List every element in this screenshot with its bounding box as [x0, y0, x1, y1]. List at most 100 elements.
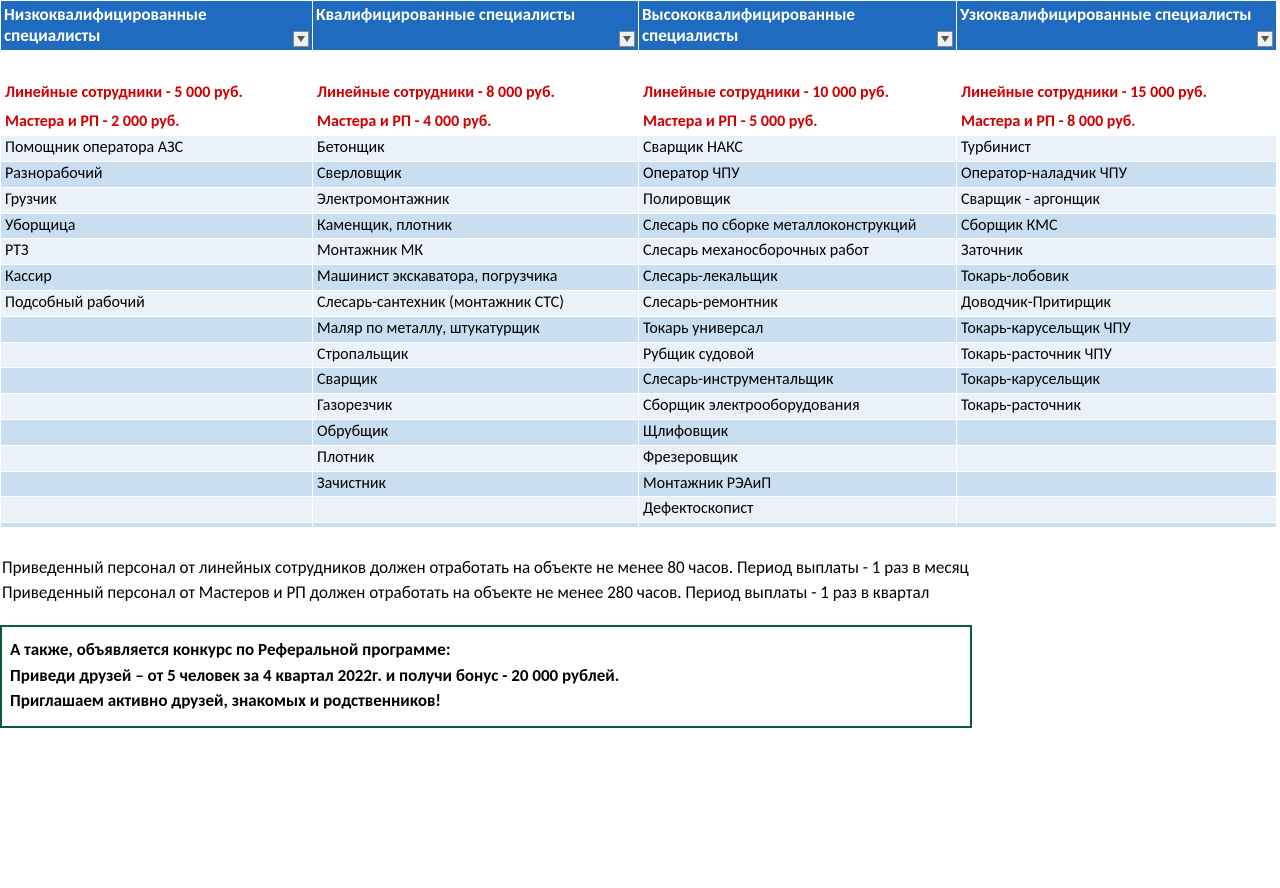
table-cell: Токарь-карусельщик [957, 368, 1277, 394]
note-line-1: Приведенный персонал от линейных сотрудн… [2, 556, 1280, 581]
contest-box: А также, объявляется конкурс по Рефераль… [0, 625, 972, 728]
table-row: СварщикСлесарь-инструментальщикТокарь-ка… [1, 368, 1277, 394]
subheader-cell: Линейные сотрудники - 15 000 руб. [957, 79, 1277, 108]
col-header-3: Узкоквалифицированные специалисты [957, 1, 1277, 51]
table-cell: Плотник [313, 445, 639, 471]
table-spacer-row [1, 51, 1277, 79]
table-cell [313, 497, 639, 523]
table-row [1, 523, 1277, 528]
table-row: Маляр по металлу, штукатурщикТокарь унив… [1, 316, 1277, 342]
table-row: ОбрубщикЩлифовщик [1, 419, 1277, 445]
table-cell: Зачистник [313, 471, 639, 497]
table-body: Линейные сотрудники - 5 000 руб. Линейны… [1, 51, 1277, 528]
table-cell: Монтажник МК [313, 239, 639, 265]
table-cell [1, 497, 313, 523]
table-cell: Слесарь-инструментальщик [639, 368, 957, 394]
table-subheader-row-1: Линейные сотрудники - 5 000 руб. Линейны… [1, 79, 1277, 108]
table-cell: Электромонтажник [313, 187, 639, 213]
specialists-table: Низкоквалифицированные специалисты Квали… [0, 0, 1277, 528]
table-row: ЗачистникМонтажник РЭАиП [1, 471, 1277, 497]
table-cell: Сверловщик [313, 161, 639, 187]
table-cell: Оператор-наладчик ЧПУ [957, 161, 1277, 187]
table-cell: Слесарь-лекальщик [639, 265, 957, 291]
subheader-cell: Мастера и РП - 4 000 руб. [313, 107, 639, 136]
table-cell: Токарь-карусельщик ЧПУ [957, 316, 1277, 342]
table-cell: Токарь-лобовик [957, 265, 1277, 291]
table-cell: Токарь универсал [639, 316, 957, 342]
table-cell: Газорезчик [313, 394, 639, 420]
col-header-text: Высококвалифицированные специалисты [642, 4, 855, 46]
col-header-text: Узкоквалифицированные специалисты [960, 4, 1251, 25]
table-cell [1, 419, 313, 445]
note-line-2: Приведенный персонал от Мастеров и РП до… [2, 581, 1280, 606]
table-row: УборщицаКаменщик, плотникСлесарь по сбор… [1, 213, 1277, 239]
table-cell: Дефектоскопист [639, 497, 957, 523]
table-cell [1, 445, 313, 471]
col-header-2: Высококвалифицированные специалисты [639, 1, 957, 51]
table-row: РТЗМонтажник МКСлесарь механосборочных р… [1, 239, 1277, 265]
table-row: РазнорабочийСверловщикОператор ЧПУОперат… [1, 161, 1277, 187]
table-cell [1, 368, 313, 394]
table-cell: Щлифовщик [639, 419, 957, 445]
table-cell: Грузчик [1, 187, 313, 213]
contest-line-3: Приглашаем активно друзей, знакомых и ро… [10, 688, 962, 714]
table-cell [639, 523, 957, 528]
table-cell: Обрубщик [313, 419, 639, 445]
table-cell: Кассир [1, 265, 313, 291]
subheader-cell: Мастера и РП - 8 000 руб. [957, 107, 1277, 136]
table-cell: Маляр по металлу, штукатурщик [313, 316, 639, 342]
subheader-cell: Линейные сотрудники - 10 000 руб. [639, 79, 957, 108]
table-row: Подсобный рабочийСлесарь-сантехник (монт… [1, 290, 1277, 316]
table-cell [957, 523, 1277, 528]
table-cell: Доводчик-Притирщик [957, 290, 1277, 316]
table-row: ПлотникФрезеровщик [1, 445, 1277, 471]
table-cell: Рубщик судовой [639, 342, 957, 368]
table-cell: Токарь-расточник [957, 394, 1277, 420]
filter-dropdown-icon[interactable] [619, 31, 635, 47]
table-cell: Монтажник РЭАиП [639, 471, 957, 497]
table-cell: Сварщик [313, 368, 639, 394]
table-cell: РТЗ [1, 239, 313, 265]
subheader-cell: Линейные сотрудники - 8 000 руб. [313, 79, 639, 108]
col-header-0: Низкоквалифицированные специалисты [1, 1, 313, 51]
table-cell [957, 497, 1277, 523]
subheader-cell: Мастера и РП - 5 000 руб. [639, 107, 957, 136]
table-cell [1, 523, 313, 528]
subheader-cell: Мастера и РП - 2 000 руб. [1, 107, 313, 136]
table-cell: Каменщик, плотник [313, 213, 639, 239]
table-cell: Слесарь-сантехник (монтажник СТС) [313, 290, 639, 316]
table-cell: Помощник оператора АЗС [1, 136, 313, 162]
table-row: Помощник оператора АЗСБетонщикСварщик НА… [1, 136, 1277, 162]
table-cell [1, 342, 313, 368]
table-row: КассирМашинист экскаватора, погрузчикаСл… [1, 265, 1277, 291]
table-cell: Токарь-расточник ЧПУ [957, 342, 1277, 368]
col-header-text: Низкоквалифицированные специалисты [4, 4, 207, 46]
table-subheader-row-2: Мастера и РП - 2 000 руб. Мастера и РП -… [1, 107, 1277, 136]
table-cell: Полировщик [639, 187, 957, 213]
table-cell: Сборщик КМС [957, 213, 1277, 239]
subheader-cell: Линейные сотрудники - 5 000 руб. [1, 79, 313, 108]
table-cell: Разнорабочий [1, 161, 313, 187]
table-cell: Оператор ЧПУ [639, 161, 957, 187]
filter-dropdown-icon[interactable] [937, 31, 953, 47]
table-cell [1, 394, 313, 420]
table-cell: Подсобный рабочий [1, 290, 313, 316]
table-cell: Заточник [957, 239, 1277, 265]
filter-dropdown-icon[interactable] [1257, 31, 1273, 47]
table-row: Дефектоскопист [1, 497, 1277, 523]
table-cell: Фрезеровщик [639, 445, 957, 471]
table-cell: Сборщик электрооборудования [639, 394, 957, 420]
table-cell [1, 316, 313, 342]
table-cell [313, 523, 639, 528]
table-row: СтропальщикРубщик судовойТокарь-расточни… [1, 342, 1277, 368]
notes-block: Приведенный персонал от линейных сотрудн… [0, 556, 1280, 605]
table-cell: Слесарь-ремонтник [639, 290, 957, 316]
col-header-text: Квалифицированные специалисты [316, 4, 575, 25]
table-cell: Бетонщик [313, 136, 639, 162]
table-row: ГрузчикЭлектромонтажникПолировщикСварщик… [1, 187, 1277, 213]
table-cell: Слесарь по сборке металлоконструкций [639, 213, 957, 239]
table-cell: Стропальщик [313, 342, 639, 368]
table-cell: Турбинист [957, 136, 1277, 162]
filter-dropdown-icon[interactable] [293, 31, 309, 47]
table-header-row: Низкоквалифицированные специалисты Квали… [1, 1, 1277, 51]
